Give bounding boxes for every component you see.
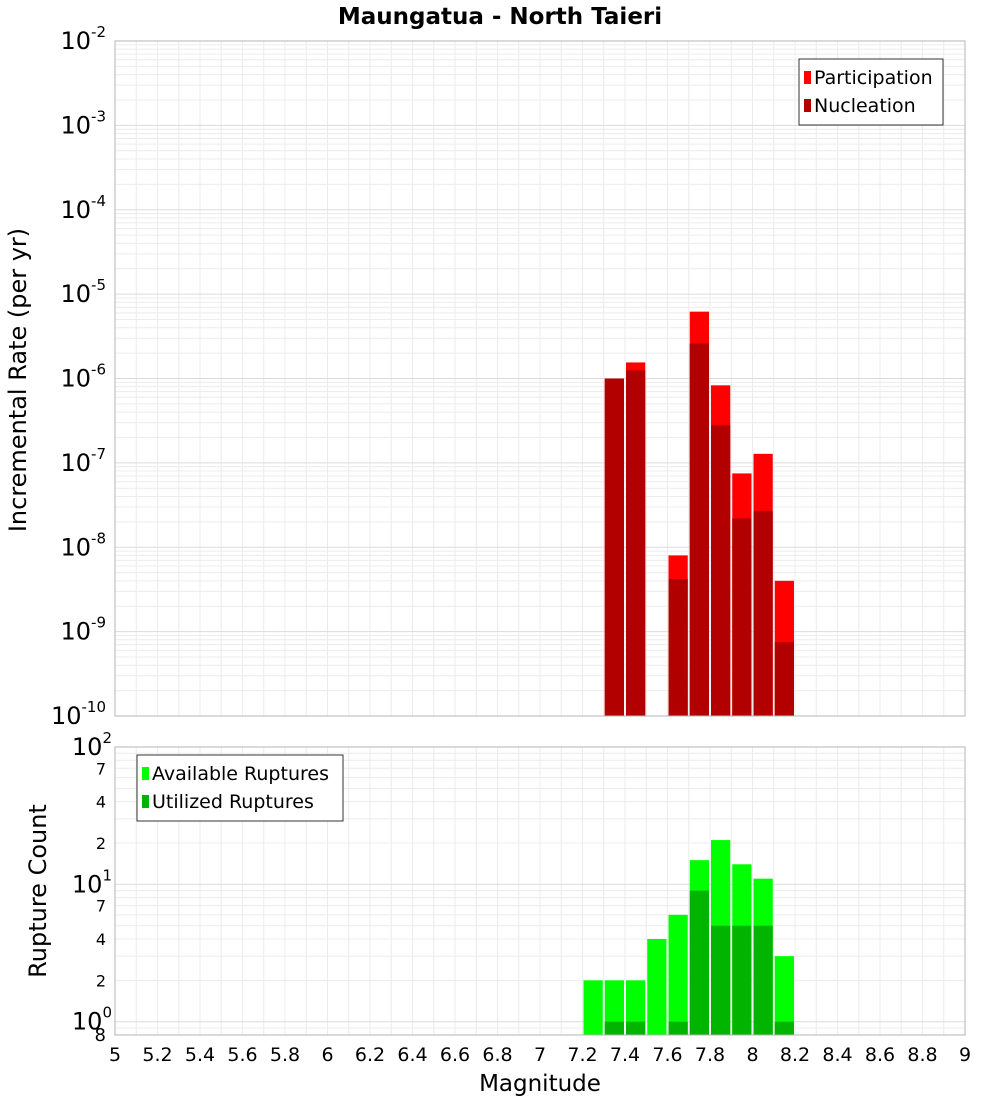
bar-rate-secondary	[604, 378, 624, 716]
bar-count-secondary	[689, 890, 709, 1035]
y-tick-label: 10-4	[60, 192, 106, 224]
x-tick-label: 7.6	[652, 1044, 682, 1066]
y-tick-label: 102	[72, 729, 112, 761]
chart-title: Maungatua - North Taieri	[338, 4, 662, 30]
bar-rate-secondary	[689, 343, 709, 716]
y-tick-label: 8	[95, 1025, 106, 1046]
y-tick-label: 2	[96, 834, 106, 853]
x-tick-label: 7.8	[695, 1044, 725, 1066]
legend-box	[798, 58, 944, 126]
bar-count-secondary	[732, 925, 752, 1035]
bar-count-primary	[668, 914, 688, 1035]
bar-count-secondary	[774, 1021, 794, 1035]
x-tick-label: 8.4	[822, 1044, 852, 1066]
x-tick-label: 5.8	[270, 1044, 300, 1066]
top-plot-frame	[114, 40, 966, 717]
y-tick-label: 2	[96, 971, 106, 990]
y-tick-label: 10-7	[60, 445, 106, 477]
y-tick-label: 10-9	[60, 614, 106, 646]
bar-count-secondary	[626, 1021, 646, 1035]
legend-label: Participation	[814, 67, 933, 89]
x-tick-label: 8.6	[865, 1044, 895, 1066]
bar-count-primary	[626, 980, 646, 1035]
y-tick-label: 10-8	[60, 529, 106, 561]
top-plot-bars	[604, 311, 794, 716]
y-tick-label: 10-10	[51, 698, 106, 730]
x-tick-labels: 5 5.2 5.4 5.6 5.8 6 6.2 6.4 6.6 6.8 7 7.2 7.4 7.6 7.8 8…	[109, 1044, 971, 1066]
top-y-tick-labels: 10-10 10-9 10-8 10-7 10-6 10-5 10-4 10-3 10-2	[51, 23, 106, 730]
x-tick-label: 8	[746, 1044, 758, 1066]
legend-swatch	[142, 795, 149, 808]
bottom-plot-bars	[583, 840, 794, 1035]
bottom-legend: Available Ruptures Utilized Ruptures	[136, 754, 344, 822]
y-tick-label: 10-2	[60, 23, 106, 55]
bar-count-secondary	[668, 1021, 688, 1035]
y-tick-label: 101	[72, 866, 112, 898]
legend-label: Utilized Ruptures	[152, 791, 314, 813]
x-tick-label: 8.2	[780, 1044, 810, 1066]
bar-count-primary	[583, 980, 603, 1035]
bar-rate-secondary	[732, 518, 752, 716]
y-tick-label: 100	[72, 1004, 112, 1036]
bar-count-secondary	[753, 925, 773, 1035]
legend-swatch	[804, 71, 811, 84]
y-tick-label: 10-5	[60, 276, 106, 308]
x-tick-label: 9	[959, 1044, 971, 1066]
x-tick-label: 5.6	[227, 1044, 257, 1066]
bar-count-secondary	[711, 925, 731, 1035]
top-plot-grid	[114, 41, 966, 717]
x-tick-label: 6.4	[397, 1044, 427, 1066]
x-tick-label: 6.6	[440, 1044, 470, 1066]
top-y-axis-label: Incremental Rate (per yr)	[4, 228, 32, 532]
bar-count-secondary	[604, 1021, 624, 1035]
bottom-plot-frame	[114, 746, 966, 1036]
top-legend: Participation Nucleation	[798, 58, 944, 126]
bar-rate-secondary	[753, 510, 773, 716]
y-tick-label: 4	[96, 793, 106, 812]
legend-label: Nucleation	[814, 95, 916, 117]
legend-box	[136, 754, 344, 822]
legend-swatch	[142, 767, 149, 780]
y-tick-label: 7	[96, 759, 106, 778]
x-tick-label: 8.8	[907, 1044, 937, 1066]
x-tick-label: 6.2	[355, 1044, 385, 1066]
x-tick-label: 6	[321, 1044, 333, 1066]
x-tick-label: 5.4	[185, 1044, 215, 1066]
x-tick-label: 7	[534, 1044, 546, 1066]
x-tick-label: 5	[109, 1044, 121, 1066]
legend-label: Available Ruptures	[152, 763, 329, 785]
x-tick-label: 5.2	[142, 1044, 172, 1066]
bar-rate-secondary	[626, 370, 646, 716]
y-tick-label: 7	[96, 897, 106, 916]
y-tick-label: 10-6	[60, 361, 106, 393]
y-tick-label: 4	[96, 930, 106, 949]
bar-count-primary	[647, 939, 667, 1035]
bar-rate-secondary	[668, 579, 688, 716]
bar-rate-secondary	[711, 425, 731, 716]
x-axis-label: Magnitude	[479, 1071, 601, 1097]
x-tick-label: 7.2	[567, 1044, 597, 1066]
bar-rate-secondary	[774, 642, 794, 716]
bottom-y-axis-label: Rupture Count	[24, 804, 52, 978]
x-tick-label: 6.8	[482, 1044, 512, 1066]
legend-swatch	[804, 99, 811, 112]
y-tick-label: 10-3	[60, 107, 106, 139]
bar-count-primary	[604, 980, 624, 1035]
bar-count-primary	[774, 956, 794, 1035]
x-tick-label: 7.4	[610, 1044, 640, 1066]
